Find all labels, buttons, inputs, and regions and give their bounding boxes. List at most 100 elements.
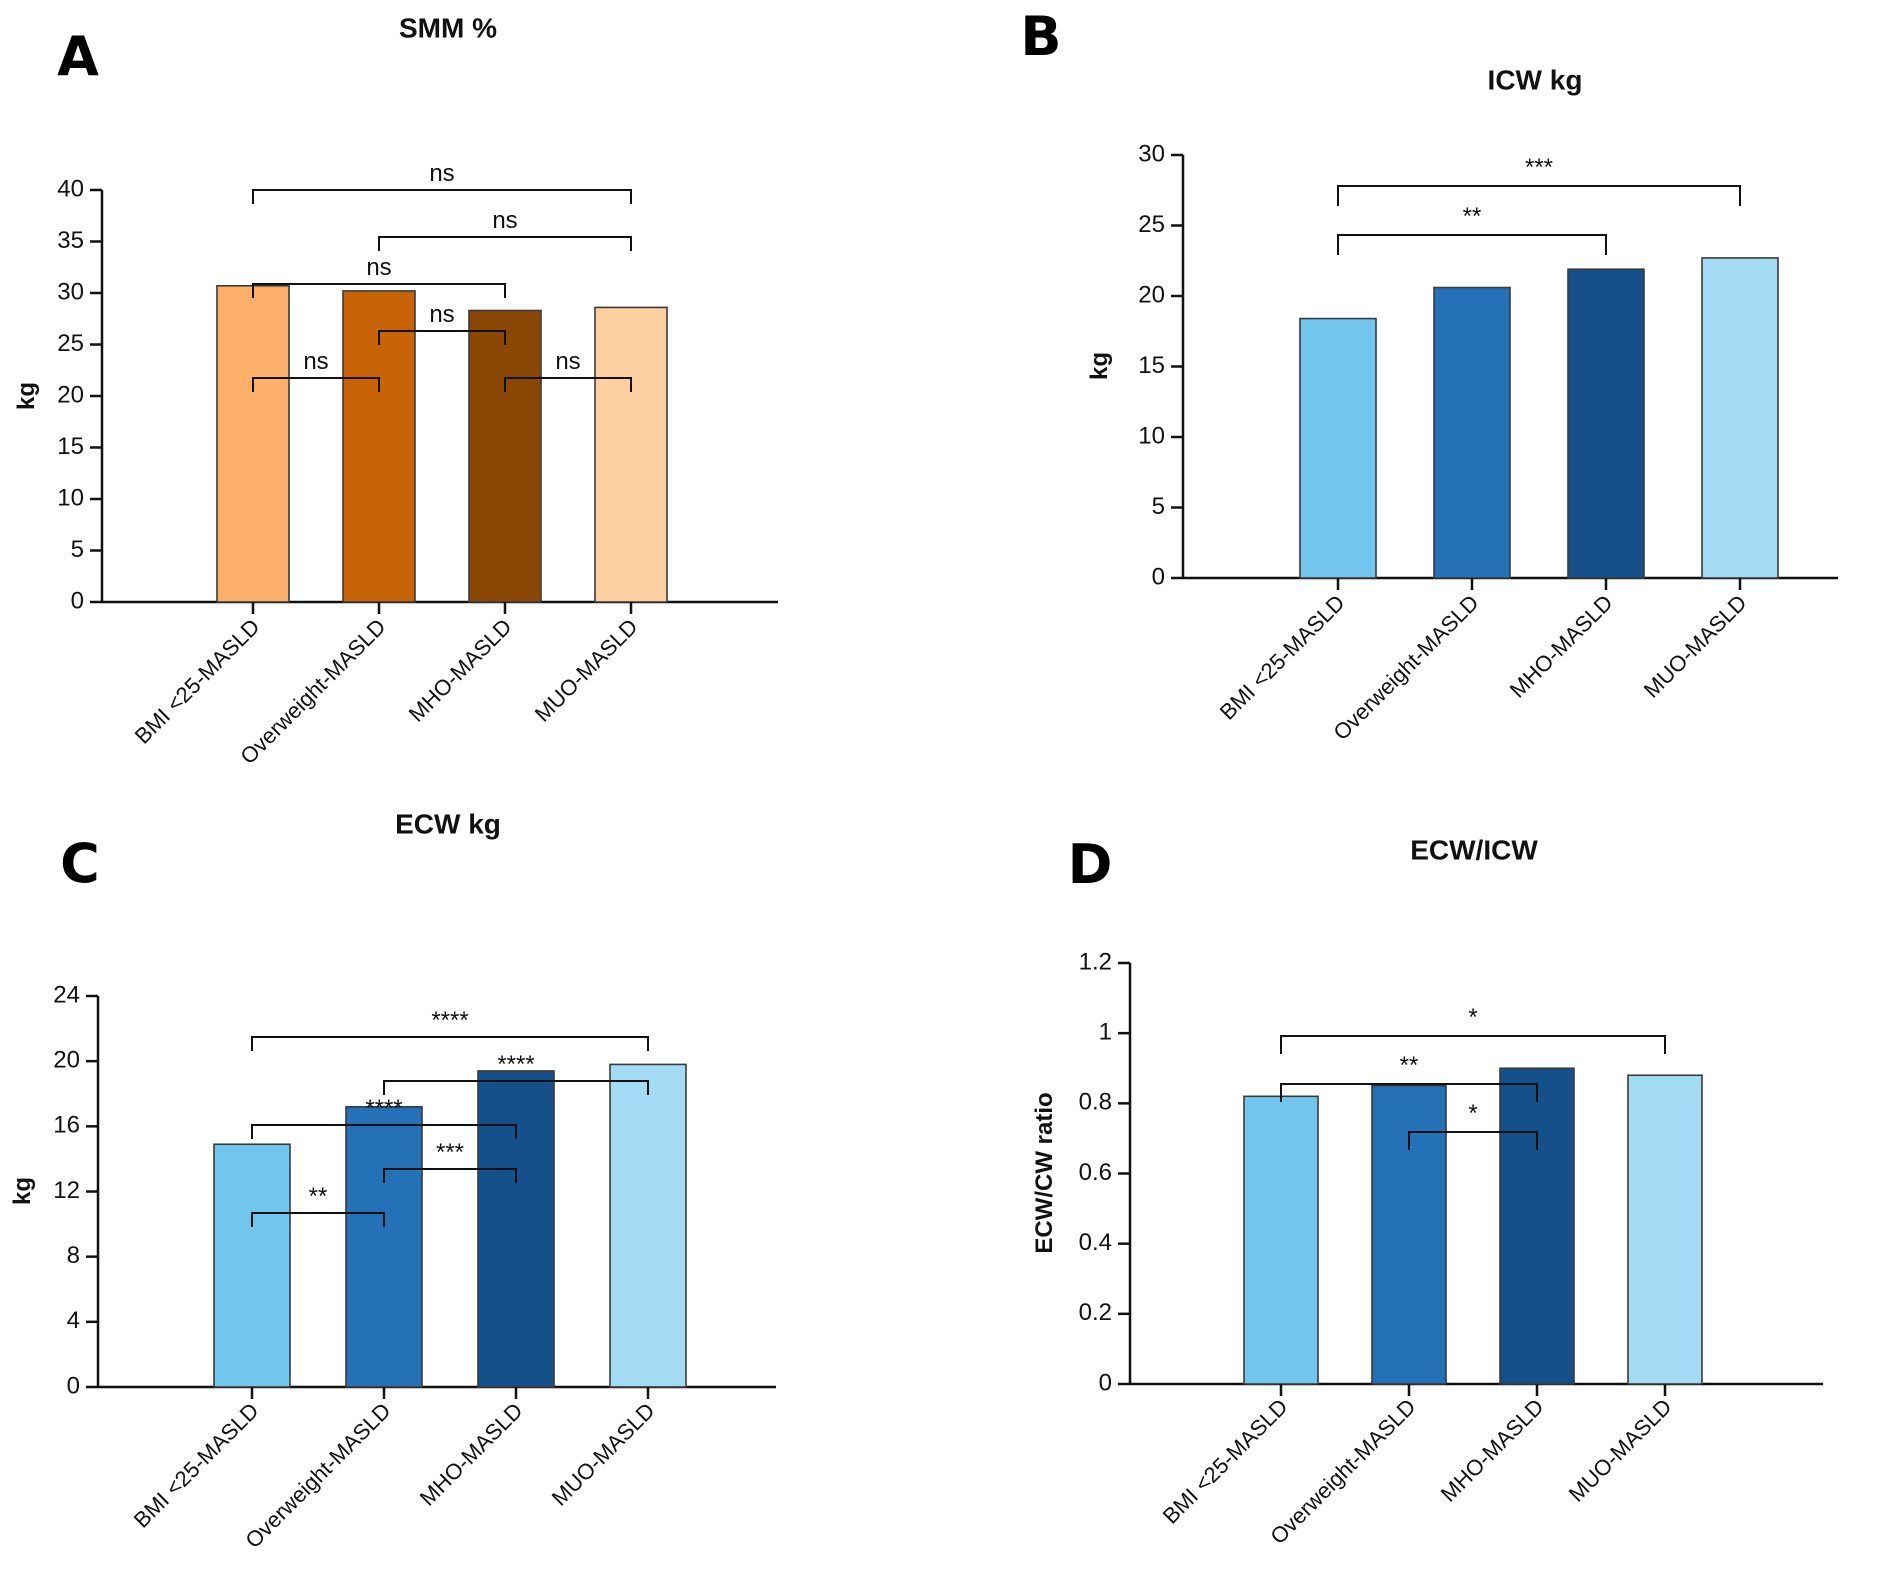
bar-3 [468,309,542,603]
y-axis-label: kg [9,1177,36,1205]
significance-label: ns [429,160,454,187]
significance-bracket [383,1168,517,1183]
panel-letter: C [60,832,100,895]
y-tick-label: 5 [1152,493,1165,520]
y-tick-label: 10 [1138,422,1165,449]
significance-label: ns [492,207,517,234]
chart-title: ICW kg [1488,64,1583,95]
x-tick-label: BMI <25-MASLD [130,614,265,749]
y-tick-label: 24 [53,981,80,1008]
significance-bracket [251,1212,385,1227]
y-tick-label: 5 [71,536,84,563]
y-tick-label: 0.6 [1079,1159,1112,1186]
y-tick-label: 0 [67,1372,80,1399]
chart-panel-d: D ECW/ICW ECW/CW ratio 0 0.2 0.4 0.6 0.8 1 1.2 BMI… [1031,833,1823,1549]
significance-label: ns [555,348,580,375]
x-tick-label: Overweight-MASLD [240,1398,395,1553]
significance-label: ns [366,254,391,281]
y-tick-label: 1.2 [1079,948,1112,975]
significance-bracket [504,377,632,392]
y-tick-label: 35 [57,227,84,254]
significance-label: *** [1525,154,1553,181]
bar-2 [345,1105,423,1388]
chart-title: SMM % [399,12,497,43]
y-tick-label: 0.4 [1079,1229,1112,1256]
significance-label: ns [303,348,328,375]
significance-bracket [1280,1035,1666,1054]
y-tick-label: 0 [1099,1369,1112,1396]
y-tick-label: 15 [1138,352,1165,379]
x-tick-label: MUO-MASLD [1564,1394,1677,1507]
x-tick-label: Overweight-MASLD [1328,590,1483,745]
x-tick-label: MUO-MASLD [547,1398,660,1511]
x-tick-label: MHO-MASLD [1505,590,1618,703]
significance-bracket [378,236,632,251]
significance-bracket [1337,185,1741,206]
y-tick-label: 30 [57,278,84,305]
panel-letter: D [1068,833,1113,896]
y-axis-label: ECW/CW ratio [1031,1092,1058,1253]
significance-bracket [383,1080,649,1095]
panel-letter: A [57,25,99,88]
significance-bracket [252,283,506,298]
y-tick-label: 40 [57,175,84,202]
significance-label: * [1468,1004,1477,1031]
bar-1 [213,1143,291,1388]
bar-4 [1701,257,1779,579]
y-tick-label: 20 [57,381,84,408]
significance-label: ns [429,301,454,328]
y-tick-label: 25 [1138,211,1165,238]
y-tick-label: 25 [57,330,84,357]
significance-bracket [1408,1131,1538,1150]
y-tick-label: 0 [1152,563,1165,590]
y-tick-label: 1 [1099,1019,1112,1046]
bar-1 [216,284,290,603]
bar-3 [1499,1067,1575,1385]
bar-4 [1627,1074,1703,1385]
y-tick-label: 16 [53,1112,80,1139]
significance-label: *** [436,1139,464,1166]
y-tick-label: 15 [57,433,84,460]
significance-label: ** [309,1183,328,1210]
y-tick-label: 0.2 [1079,1299,1112,1326]
significance-label: **** [431,1007,468,1034]
y-tick-label: 12 [53,1177,80,1204]
significance-label: ** [1400,1052,1419,1079]
significance-bracket [252,377,380,392]
y-axis-label: kg [13,382,40,410]
x-tick-label: MUO-MASLD [1639,590,1752,703]
significance-label: * [1468,1100,1477,1127]
bar-4 [594,306,668,603]
chart-panel-b: B ICW kg kg 0 5 10 15 20 25 30 BMI <25-MASLDOverwe… [1020,5,1838,745]
significance-bracket [1280,1083,1538,1102]
significance-bracket [252,189,632,204]
y-axis-label: kg [1086,352,1113,380]
bar-1 [1299,317,1377,579]
x-tick-label: BMI <25-MASLD [129,1398,264,1533]
panel-letter: B [1020,5,1061,68]
significance-label: **** [497,1051,534,1078]
y-tick-label: 20 [1138,281,1165,308]
bar-2 [1371,1084,1447,1385]
y-tick-label: 0.8 [1079,1089,1112,1116]
significance-bracket [1337,234,1607,255]
bar-3 [1567,268,1645,579]
y-tick-label: 10 [57,484,84,511]
x-tick-label: Overweight-MASLD [1265,1394,1420,1549]
y-tick-label: 8 [67,1242,80,1269]
x-tick-label: MHO-MASLD [415,1398,528,1511]
y-tick-label: 4 [67,1307,80,1334]
chart-title: ECW kg [395,808,501,839]
x-tick-label: MHO-MASLD [1436,1394,1549,1507]
y-tick-label: 0 [71,587,84,614]
significance-label: **** [365,1095,402,1122]
significance-bracket [378,330,506,345]
x-tick-label: BMI <25-MASLD [1215,590,1350,725]
bar-3 [477,1070,555,1388]
significance-bracket [251,1036,649,1051]
chart-panel-c: C ECW kg kg 0 4 8 12 16 20 24 BMI <25-MASLDOverwei… [9,808,776,1553]
bar-4 [609,1063,687,1388]
bar-1 [1243,1095,1319,1385]
